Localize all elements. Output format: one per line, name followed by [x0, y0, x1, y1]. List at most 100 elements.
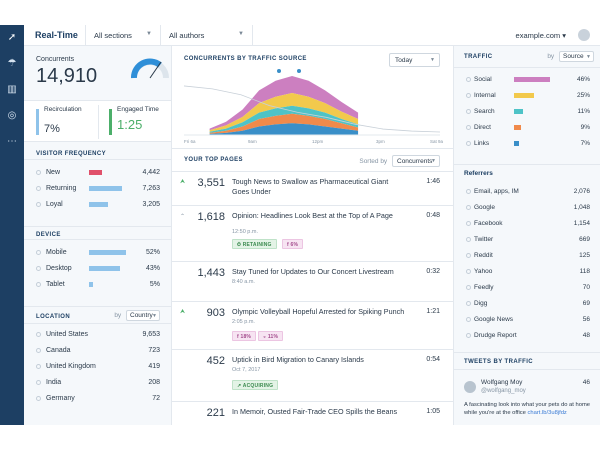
- section-title: TRAFFIC: [464, 54, 493, 60]
- traffic-source-row[interactable]: Internal 25%: [454, 88, 600, 104]
- device-bar: [89, 250, 126, 255]
- referrer-row[interactable]: Google 1,048: [454, 200, 600, 216]
- social-badge: ◒ 11%: [258, 331, 284, 341]
- chevron-down-icon: ▼: [152, 313, 157, 319]
- top-bar: Real-Time All sections ▼ All authors ▼ e…: [24, 25, 600, 46]
- page-headline[interactable]: In Memoir, Ousted Fair-Trade CEO Spills …: [232, 407, 398, 416]
- bar-chart-icon[interactable]: ▥: [7, 84, 17, 95]
- list-item[interactable]: Canada 723: [24, 343, 171, 359]
- chevron-down-icon: ▼: [586, 54, 591, 60]
- social-badge: f 18%: [232, 331, 257, 341]
- chevron-down-icon: ▼: [431, 158, 436, 164]
- traffic-source-row[interactable]: Search 11%: [454, 104, 600, 120]
- traffic-bar: [514, 125, 521, 130]
- recirculation-bar: [36, 109, 39, 135]
- avatar[interactable]: [578, 29, 590, 41]
- device-bar: [89, 266, 120, 271]
- series-area: [209, 123, 359, 135]
- list-item[interactable]: India 208: [24, 375, 171, 391]
- section-title: Referrers: [464, 170, 493, 177]
- social-badge: f 6%: [282, 239, 304, 249]
- list-item[interactable]: Returning 7,263: [24, 181, 171, 197]
- avatar: [464, 381, 476, 393]
- tweet-link[interactable]: chart.lb/3u8jfdz: [527, 409, 567, 416]
- chevron-down-icon: ▼: [146, 31, 152, 37]
- traffic-bar: [514, 141, 519, 146]
- x-tick-label: 12pm: [312, 139, 324, 144]
- list-item[interactable]: Mobile 52%: [24, 245, 171, 261]
- location-select[interactable]: Country ▼: [126, 310, 160, 321]
- list-item[interactable]: Loyal 3,205: [24, 197, 171, 213]
- referrer-row[interactable]: Email, apps, IM 2,076: [454, 184, 600, 200]
- x-tick-label: Sat 9a: [430, 139, 444, 144]
- page-title: Real-Time: [35, 30, 78, 40]
- list-item[interactable]: United Kingdom 419: [24, 359, 171, 375]
- x-tick-label: Fri 6a: [184, 139, 196, 144]
- sort-select[interactable]: Concurrents ▼: [392, 155, 440, 167]
- chart-title: CONCURRENTS BY TRAFFIC SOURCE: [184, 56, 307, 62]
- page-headline[interactable]: Olympic Volleyball Hopeful Arrested for …: [232, 307, 405, 316]
- traffic-source-row[interactable]: Links 7%: [454, 136, 600, 152]
- section-title: DEVICE: [36, 232, 61, 238]
- list-item[interactable]: Germany 72: [24, 391, 171, 407]
- list-item[interactable]: Tablet 5%: [24, 277, 171, 293]
- referrer-row[interactable]: Digg 69: [454, 296, 600, 312]
- trend-up-icon: ⌃: [180, 214, 186, 220]
- traffic-source-select[interactable]: Source ▼: [559, 51, 594, 62]
- engaged-time-value: 1:25: [117, 117, 143, 132]
- traffic-source-row[interactable]: Direct 9%: [454, 120, 600, 136]
- page-headline[interactable]: Uptick in Bird Migration to Canary Islan…: [232, 355, 364, 364]
- recirculation-kpi: Recirculation 7%: [24, 105, 98, 139]
- retaining-badge: ⏱ RETAINING: [232, 239, 277, 249]
- table-row[interactable]: ⌃ 1,618 Opinion: Headlines Look Best at …: [172, 206, 453, 262]
- site-selector[interactable]: example.com ▾: [515, 31, 566, 40]
- page-headline[interactable]: Tough News to Swallow as Pharmaceutical …: [232, 177, 389, 196]
- concurrents-value: 14,910: [36, 65, 98, 87]
- table-row[interactable]: 221 In Memoir, Ousted Fair-Trade CEO Spi…: [206, 407, 440, 419]
- marker-dot[interactable]: [297, 69, 301, 73]
- frequency-bar: [89, 170, 102, 175]
- traffic-chart-card: CONCURRENTS BY TRAFFIC SOURCE Today ▼ Fri…: [172, 46, 453, 149]
- referrer-row[interactable]: Twitter 669: [454, 232, 600, 248]
- side-nav: ➚ ☂ ▥ ◎ ⋯: [0, 25, 24, 425]
- authors-dropdown[interactable]: All authors ▼: [160, 25, 253, 46]
- marker-dot[interactable]: [277, 69, 281, 73]
- list-item[interactable]: United States 9,653: [24, 327, 171, 343]
- realtime-icon[interactable]: ☂: [7, 58, 17, 69]
- referrer-row[interactable]: Yahoo 118: [454, 264, 600, 280]
- referrer-row[interactable]: Reddit 125: [454, 248, 600, 264]
- chevron-down-icon: ▼: [238, 31, 244, 37]
- section-title: YOUR TOP PAGES: [184, 157, 243, 163]
- table-row[interactable]: 1,443 Stay Tuned for Updates to Our Conc…: [172, 262, 453, 302]
- table-row[interactable]: ⮝ 903 Olympic Volleyball Hopeful Arreste…: [172, 302, 453, 350]
- sections-dropdown[interactable]: All sections ▼: [85, 25, 160, 46]
- acquiring-badge: ↗ ACQUIRING: [232, 380, 279, 390]
- list-item[interactable]: New 4,442: [24, 165, 171, 181]
- table-row[interactable]: 452 Uptick in Bird Migration to Canary I…: [172, 350, 453, 402]
- target-icon[interactable]: ◎: [7, 110, 17, 121]
- trend-up-icon: ⮝: [180, 309, 186, 315]
- page-headline[interactable]: Stay Tuned for Updates to Our Concert Li…: [232, 267, 394, 276]
- series-area: [209, 93, 359, 132]
- list-item[interactable]: Desktop 43%: [24, 261, 171, 277]
- device-section: DEVICE Mobile 52% Desktop 43% Tablet 5%: [24, 226, 171, 293]
- visitor-frequency-section: VISITOR FREQUENCY New 4,442 Returning 7,26…: [24, 146, 171, 213]
- referrer-row[interactable]: Feedly 70: [454, 280, 600, 296]
- tweets-header: TWEETS BY TRAFFIC: [454, 352, 600, 370]
- section-title: TWEETS BY TRAFFIC: [464, 359, 534, 365]
- main-panel: CONCURRENTS BY TRAFFIC SOURCE Today ▼ Fri…: [172, 46, 453, 425]
- logo-icon[interactable]: ➚: [7, 32, 17, 43]
- referrer-row[interactable]: Google News 56: [454, 312, 600, 328]
- frequency-bar: [89, 186, 122, 191]
- page-headline[interactable]: Opinion: Headlines Look Best at the Top …: [232, 211, 393, 220]
- range-select[interactable]: Today ▼: [389, 53, 440, 67]
- referrer-row[interactable]: Facebook 1,154: [454, 216, 600, 232]
- referrer-row[interactable]: Drudge Report 48: [454, 328, 600, 344]
- tweet-card[interactable]: Wolfgang Moy @wolfgang_moy 46 A fascinat…: [464, 379, 590, 416]
- traffic-source-row[interactable]: Social 46%: [454, 72, 600, 88]
- table-row[interactable]: ⮝ 3,551 Tough News to Swallow as Pharmac…: [172, 172, 453, 206]
- right-panel: TRAFFIC by Source ▼ Social 46% Internal 25% S…: [453, 46, 600, 425]
- x-tick-label: 3pm: [376, 139, 385, 144]
- engaged-bar: [109, 109, 112, 135]
- more-icon[interactable]: ⋯: [7, 136, 17, 147]
